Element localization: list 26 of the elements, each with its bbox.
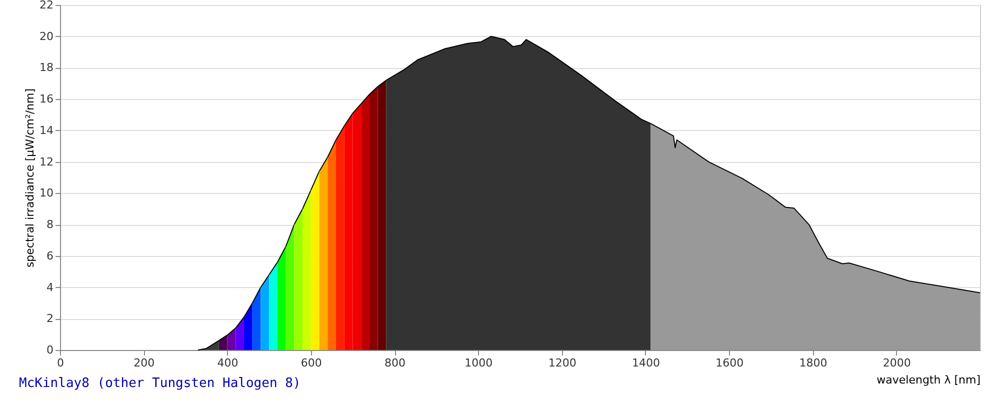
text: McKinlay8 (other Tungsten Halogen 8) (19, 376, 301, 391)
y-tick-label: 16 (40, 92, 54, 106)
y-tick-label: 2 (46, 312, 54, 326)
y-tick-label: 8 (46, 218, 54, 232)
x-tick-label: 1200 (548, 356, 576, 370)
y-tick-label: 14 (40, 124, 54, 137)
y-tick-label: 0 (46, 344, 54, 356)
y-axis-title: spectral irradiance [µW/cm²/nm] (24, 88, 37, 268)
x-tick-label: 2000 (882, 356, 911, 370)
x-tick-label: 1600 (716, 356, 744, 370)
x-tick-label: 400 (217, 356, 238, 370)
x-tick-label: 600 (300, 356, 322, 370)
y-tick-label: 4 (46, 280, 54, 294)
x-tick-label: 1800 (799, 356, 828, 370)
x-tick-label: 200 (134, 356, 155, 370)
x-axis-title: wavelength λ [nm] (876, 374, 980, 386)
y-tick-label: 18 (40, 61, 54, 74)
x-tick-label: 1400 (632, 356, 660, 370)
y-tick-label: 20 (40, 30, 54, 43)
y-tick-label: 12 (40, 155, 54, 168)
y-tick-label: 10 (40, 186, 54, 200)
x-tick-label: 0 (57, 356, 64, 370)
x-tick-label: 1000 (464, 356, 493, 370)
x-tick-label: 800 (384, 356, 406, 370)
y-tick-label: 22 (40, 0, 54, 12)
y-tick-label: 6 (46, 249, 54, 262)
